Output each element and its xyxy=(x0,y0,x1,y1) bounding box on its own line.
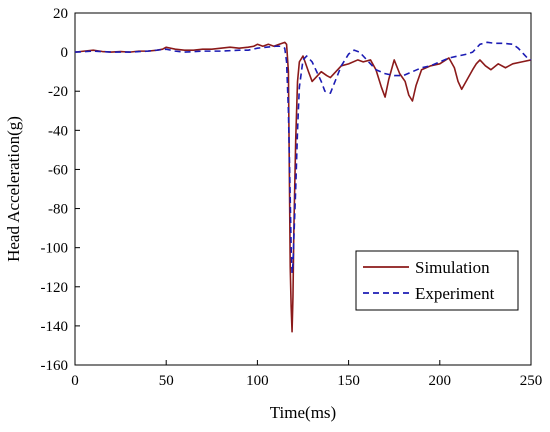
legend-label-simulation: Simulation xyxy=(415,258,490,277)
series-line-experiment xyxy=(74,41,532,274)
axis-ticks xyxy=(74,12,532,366)
y-tick-label-1: 0 xyxy=(61,45,69,61)
x-tick-label-5: 250 xyxy=(520,373,543,389)
y-tick-label-9: -160 xyxy=(41,358,69,374)
legend-box xyxy=(355,250,519,311)
x-tick-label-4: 200 xyxy=(429,373,452,389)
series-line-simulation xyxy=(74,41,532,333)
x-tick-label-3: 150 xyxy=(337,373,360,389)
x-tick-label-0: 0 xyxy=(71,373,79,389)
y-tick-label-4: -60 xyxy=(48,162,68,178)
legend-label-experiment: Experiment xyxy=(415,284,495,303)
legend: Simulation Experiment xyxy=(355,250,519,311)
y-tick-label-0: 20 xyxy=(53,6,68,22)
tick-labels: 0 50 100 150 200 250200-20-40-60-80-100-120-1… xyxy=(41,6,543,389)
y-tick-label-8: -140 xyxy=(41,319,69,335)
x-tick-label-2: 100 xyxy=(246,373,269,389)
y-tick-label-6: -100 xyxy=(41,241,69,257)
y-tick-label-3: -40 xyxy=(48,123,68,139)
x-axis-title: Time(ms) xyxy=(270,403,336,422)
series-layer xyxy=(74,41,532,333)
y-axis-title: Head Acceleration(g) xyxy=(4,116,23,262)
x-tick-label-1: 50 xyxy=(159,373,174,389)
y-tick-label-7: -120 xyxy=(41,280,69,296)
y-tick-label-5: -80 xyxy=(48,202,68,218)
y-tick-label-2: -20 xyxy=(48,84,68,100)
